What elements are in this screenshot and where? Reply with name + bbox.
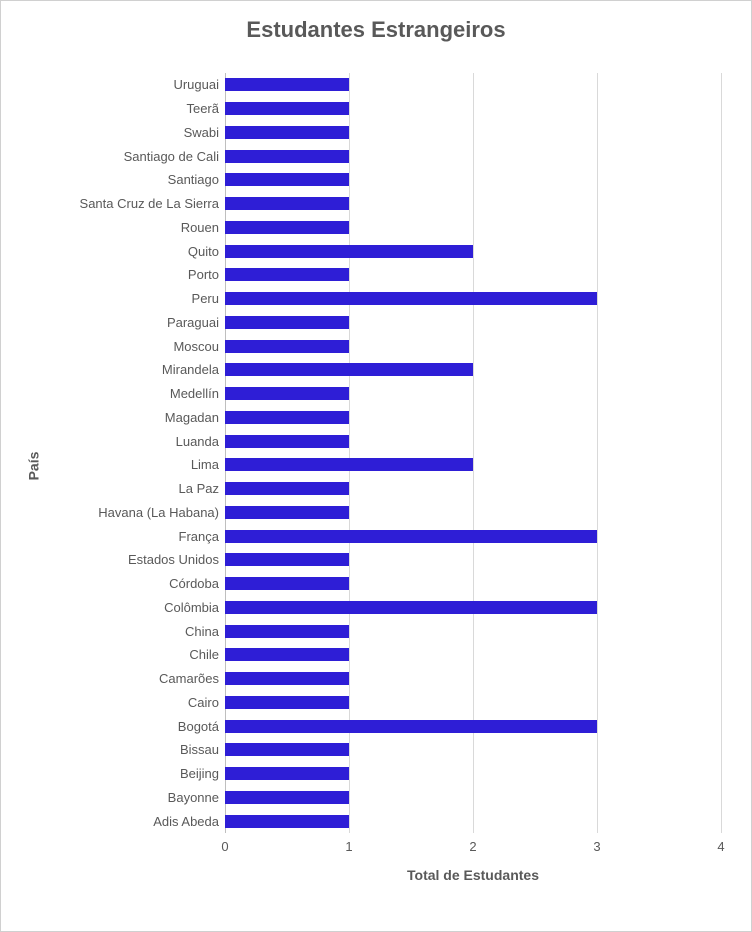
y-tick-label: La Paz xyxy=(179,482,219,495)
bar xyxy=(225,530,597,543)
y-tick-label: China xyxy=(185,625,219,638)
y-tick-label: Colômbia xyxy=(164,601,219,614)
chart-container: Estudantes Estrangeiros País UruguaiTeer… xyxy=(0,0,752,932)
bar xyxy=(225,743,349,756)
bar xyxy=(225,340,349,353)
bar xyxy=(225,672,349,685)
bar xyxy=(225,435,349,448)
y-tick-label: Bissau xyxy=(180,743,219,756)
bar xyxy=(225,815,349,828)
y-tick-label: Mirandela xyxy=(162,363,219,376)
bar xyxy=(225,625,349,638)
y-tick-label: Peru xyxy=(192,292,219,305)
x-tick-label: 2 xyxy=(469,839,476,854)
bar xyxy=(225,316,349,329)
y-tick-label: Medellín xyxy=(170,387,219,400)
bar xyxy=(225,553,349,566)
bar xyxy=(225,221,349,234)
y-tick-label: Bayonne xyxy=(168,791,219,804)
x-tick-label: 3 xyxy=(593,839,600,854)
y-tick-label: Magadan xyxy=(165,411,219,424)
y-tick-label: Estados Unidos xyxy=(128,553,219,566)
bar xyxy=(225,458,473,471)
bar xyxy=(225,150,349,163)
x-tick-label: 4 xyxy=(717,839,724,854)
y-tick-label: Havana (La Habana) xyxy=(98,506,219,519)
bar xyxy=(225,268,349,281)
bar xyxy=(225,601,597,614)
x-axis-labels: 01234 xyxy=(225,839,721,863)
bar xyxy=(225,791,349,804)
bar xyxy=(225,696,349,709)
y-tick-label: Uruguai xyxy=(173,78,219,91)
y-tick-label: Beijing xyxy=(180,767,219,780)
bar xyxy=(225,292,597,305)
bar xyxy=(225,506,349,519)
bar xyxy=(225,387,349,400)
y-tick-label: Quito xyxy=(188,245,219,258)
x-tick-label: 0 xyxy=(221,839,228,854)
bar xyxy=(225,78,349,91)
y-tick-label: Paraguai xyxy=(167,316,219,329)
y-tick-label: Santiago de Cali xyxy=(124,150,219,163)
chart-title: Estudantes Estrangeiros xyxy=(1,17,751,43)
y-tick-label: Bogotá xyxy=(178,720,219,733)
bar xyxy=(225,173,349,186)
y-axis-labels: Uruguai Teerã Swabi Santiago de Cali Santiag… xyxy=(1,73,219,833)
y-tick-label: Rouen xyxy=(181,221,219,234)
y-tick-label: Porto xyxy=(188,268,219,281)
plot-area xyxy=(225,73,721,833)
bar xyxy=(225,245,473,258)
y-tick-label: Adis Abeda xyxy=(153,815,219,828)
gridline xyxy=(721,73,722,833)
y-tick-label: Córdoba xyxy=(169,577,219,590)
x-tick-label: 1 xyxy=(345,839,352,854)
bar xyxy=(225,126,349,139)
y-tick-label: Cairo xyxy=(188,696,219,709)
bar xyxy=(225,363,473,376)
x-axis-title: Total de Estudantes xyxy=(225,867,721,883)
y-tick-label: Santa Cruz de La Sierra xyxy=(80,197,219,210)
y-tick-label: Santiago xyxy=(168,173,219,186)
y-tick-label: Luanda xyxy=(176,435,219,448)
bar xyxy=(225,648,349,661)
y-tick-label: Camarões xyxy=(159,672,219,685)
bar xyxy=(225,767,349,780)
bar xyxy=(225,720,597,733)
y-tick-label: Swabi xyxy=(184,126,219,139)
bar xyxy=(225,102,349,115)
y-tick-label: Lima xyxy=(191,458,219,471)
bar xyxy=(225,577,349,590)
y-tick-label: França xyxy=(179,530,219,543)
bar xyxy=(225,411,349,424)
y-tick-label: Chile xyxy=(189,648,219,661)
bar xyxy=(225,197,349,210)
gridline xyxy=(597,73,598,833)
y-tick-label: Moscou xyxy=(173,340,219,353)
y-tick-label: Teerã xyxy=(186,102,219,115)
bar xyxy=(225,482,349,495)
